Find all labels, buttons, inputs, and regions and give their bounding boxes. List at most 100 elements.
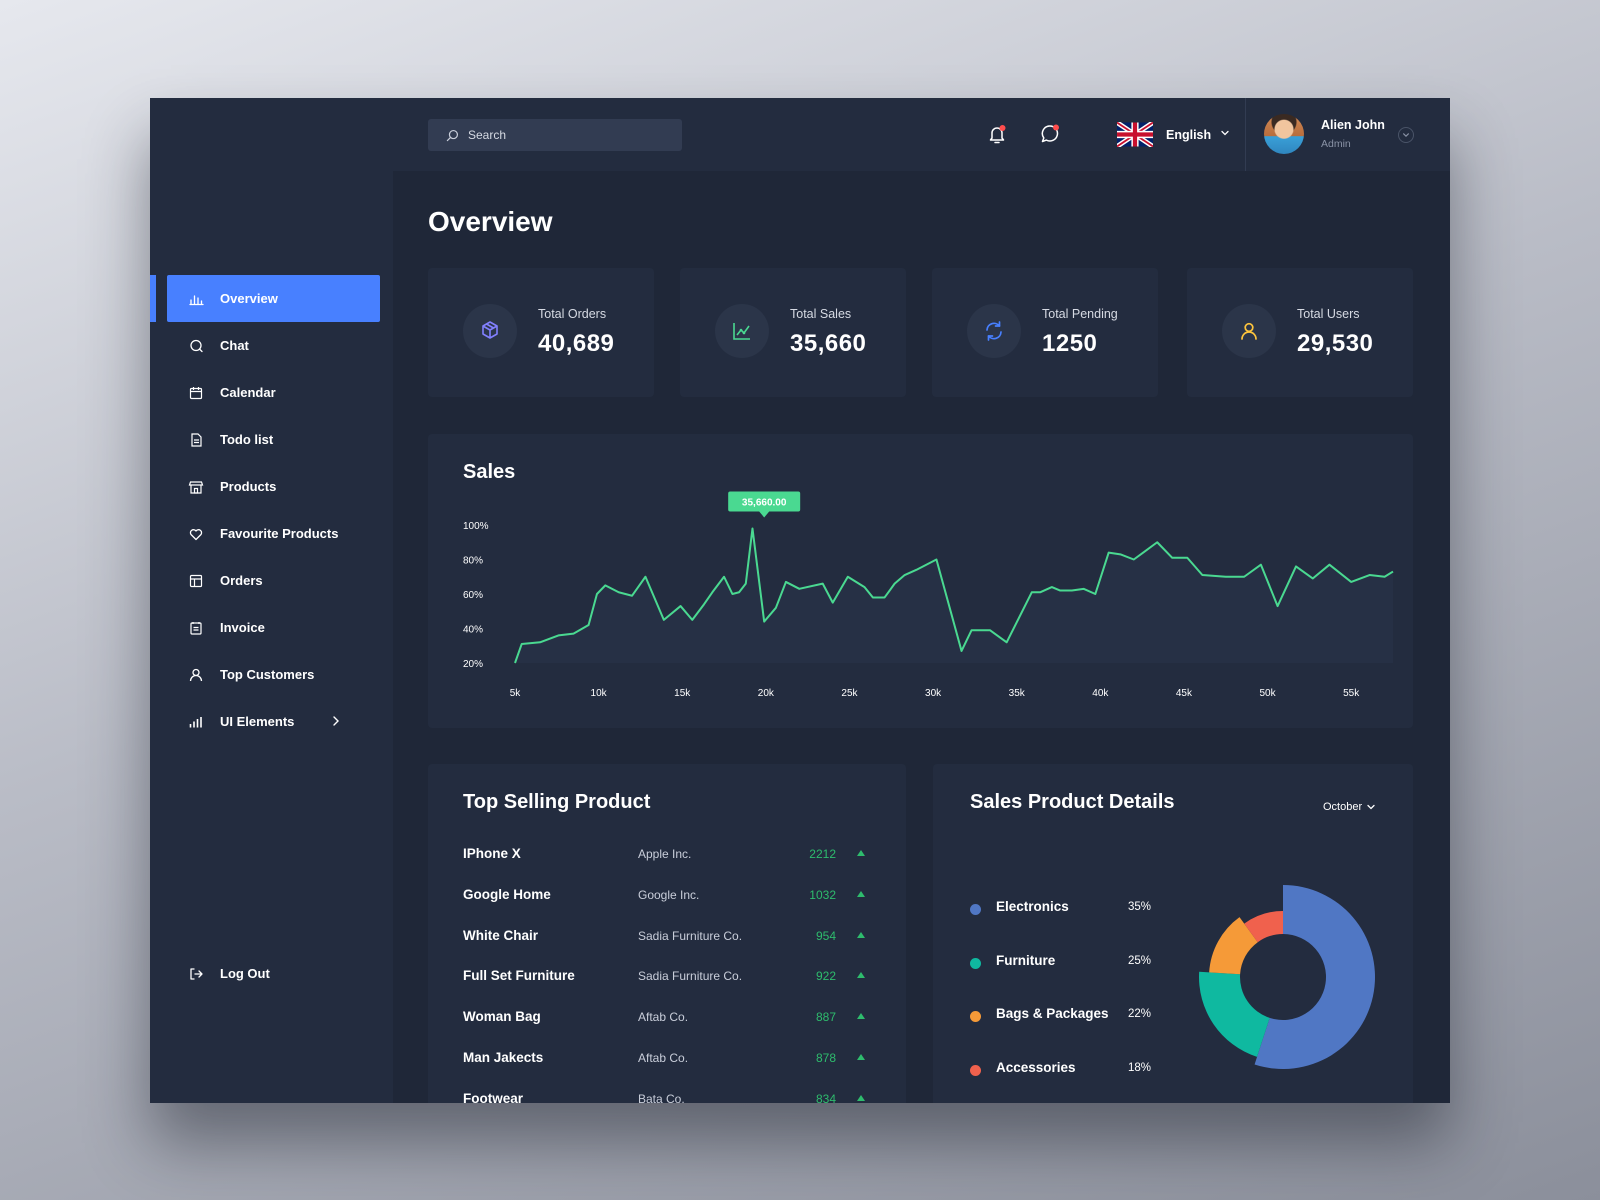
table-row[interactable]: IPhone X Apple Inc. 2212 — [463, 846, 873, 886]
arrow-up-icon — [857, 850, 865, 856]
arrow-up-icon — [857, 890, 865, 897]
logout-icon — [190, 968, 203, 980]
x-tick-label: 40k — [1092, 688, 1109, 699]
product-name: Man Jakects — [463, 1050, 544, 1065]
active-highlight — [167, 275, 380, 322]
user-icon — [1241, 322, 1257, 340]
x-tick-label: 10k — [591, 688, 608, 699]
legend-label: Accessories — [996, 1059, 1076, 1075]
sidebar-item-orders[interactable]: Orders — [150, 557, 393, 604]
product-name: White Chair — [463, 927, 539, 943]
user-menu-button[interactable] — [1398, 127, 1414, 143]
chevron-right-icon[interactable] — [330, 713, 342, 729]
x-tick-label: 30k — [925, 688, 942, 699]
stat-label: Total Orders — [538, 307, 607, 321]
document-icon — [191, 433, 202, 447]
top-selling-title: Top Selling Product — [463, 791, 651, 813]
product-maker: Bata Co. — [638, 1091, 685, 1103]
legend-swatch — [970, 957, 981, 969]
legend-swatch — [970, 1064, 981, 1076]
product-maker: Aftab Co. — [638, 1051, 689, 1065]
product-name: Footwear — [463, 1090, 524, 1103]
product-name: Woman Bag — [463, 1009, 541, 1025]
table-row[interactable]: White Chair Sadia Furniture Co. 954 — [463, 928, 873, 968]
table-row[interactable]: Woman Bag Aftab Co. 887 — [463, 1009, 873, 1049]
stat-card-total-sales: Total Sales 35,660 — [680, 268, 906, 397]
sidebar-item-label: Chat — [220, 338, 249, 353]
sales-tooltip: 35,660.00 — [728, 491, 801, 518]
table-row[interactable]: Man Jakects Aftab Co. 878 — [463, 1050, 873, 1090]
x-tick-label: 35k — [1009, 688, 1026, 699]
sidebar-item-ui-elements[interactable]: UI Elements — [150, 698, 393, 745]
y-tick-label: 60% — [463, 590, 483, 601]
chevron-down-icon[interactable] — [1220, 128, 1230, 138]
store-icon — [188, 481, 204, 494]
sidebar-item-top-customers[interactable]: Top Customers — [150, 651, 393, 698]
sidebar-item-label: Top Customers — [220, 667, 315, 682]
sidebar-item-label: Products — [220, 479, 277, 494]
uk-flag-icon — [1117, 122, 1153, 147]
sidebar-item-products[interactable]: Products — [150, 463, 393, 510]
notification-bell-icon[interactable] — [986, 123, 1008, 145]
language-selector[interactable]: English — [1166, 128, 1212, 142]
chart-icon — [189, 717, 202, 728]
table-row[interactable]: Footwear Bata Co. 834 — [463, 1091, 873, 1103]
y-tick-label: 80% — [463, 556, 483, 567]
month-dropdown[interactable]: October — [1323, 801, 1376, 813]
product-name: Full Set Furniture — [463, 968, 575, 984]
legend-label: Furniture — [996, 952, 1056, 968]
user-role: Admin — [1321, 138, 1351, 150]
x-tick-label: 15k — [674, 688, 691, 699]
top-bar: English Alien John Admin — [150, 98, 1450, 171]
product-count: 1032 — [809, 887, 836, 902]
stat-value: 40,689 — [538, 330, 615, 357]
search-input[interactable] — [468, 119, 668, 151]
stat-value: 29,530 — [1297, 330, 1374, 357]
page-title: Overview — [428, 206, 553, 237]
stat-icon-wrap — [715, 304, 769, 358]
product-name: IPhone X — [463, 846, 521, 861]
product-maker: Sadia Furniture Co. — [638, 928, 743, 943]
product-maker: Aftab Co. — [638, 1010, 689, 1025]
sidebar-item-overview[interactable]: Overview — [150, 275, 393, 322]
legend-label: Electronics — [996, 899, 1069, 914]
logout-button[interactable]: Log Out — [150, 950, 393, 997]
chevron-down-icon — [1367, 804, 1375, 810]
calendar-icon — [189, 387, 203, 400]
donut-slice-furniture — [1199, 971, 1270, 1057]
month-label: October — [1323, 801, 1363, 813]
sidebar-item-todo-list[interactable]: Todo list — [150, 416, 393, 463]
sidebar-item-label: Orders — [220, 573, 263, 588]
messages-icon[interactable] — [1039, 123, 1061, 145]
sidebar-item-label: Favourite Products — [220, 526, 339, 541]
legend-percent: 35% — [1128, 901, 1152, 913]
box-icon — [482, 321, 498, 339]
product-maker: Sadia Furniture Co. — [638, 969, 743, 984]
sidebar-item-favourite-products[interactable]: Favourite Products — [150, 510, 393, 557]
avatar[interactable] — [1264, 114, 1304, 154]
sidebar-item-invoice[interactable]: Invoice — [150, 604, 393, 651]
sidebar-item-calendar[interactable]: Calendar — [150, 369, 393, 416]
table-row[interactable]: Google Home Google Inc. 1032 — [463, 887, 873, 927]
sidebar: Overview Chat Calendar Todo list Products Fav… — [150, 98, 393, 1103]
x-tick-label: 25k — [841, 688, 858, 699]
donut-slice-bags-packages — [1209, 917, 1258, 975]
details-title: Sales Product Details — [970, 791, 1175, 813]
sales-title: Sales — [463, 461, 516, 483]
heart-icon — [189, 529, 203, 541]
product-count: 878 — [815, 1051, 836, 1065]
arrow-up-icon — [857, 972, 865, 979]
sidebar-item-chat[interactable]: Chat — [150, 322, 393, 369]
sales-card: Sales 20% 40% 60% 80% 100% 5k 10k 15k 20k 25k 30k 3… — [428, 434, 1413, 728]
stat-value: 1250 — [1042, 330, 1098, 357]
line-chart-icon — [733, 323, 750, 340]
bar-chart-icon — [189, 295, 204, 306]
legend-swatch — [970, 1011, 981, 1022]
logout-label: Log Out — [220, 966, 270, 981]
legend-item: Furniture 25% — [970, 953, 1170, 977]
table-row[interactable]: Full Set Furniture Sadia Furniture Co. 922 — [463, 968, 873, 1008]
app-window: Overview Chat Calendar Todo list Products Fav… — [150, 98, 1450, 1103]
donut-slice-electronics — [1254, 885, 1375, 1069]
stat-card-total-pending: Total Pending 1250 — [932, 268, 1158, 397]
stat-card-total-users: Total Users 29,530 — [1187, 268, 1413, 397]
